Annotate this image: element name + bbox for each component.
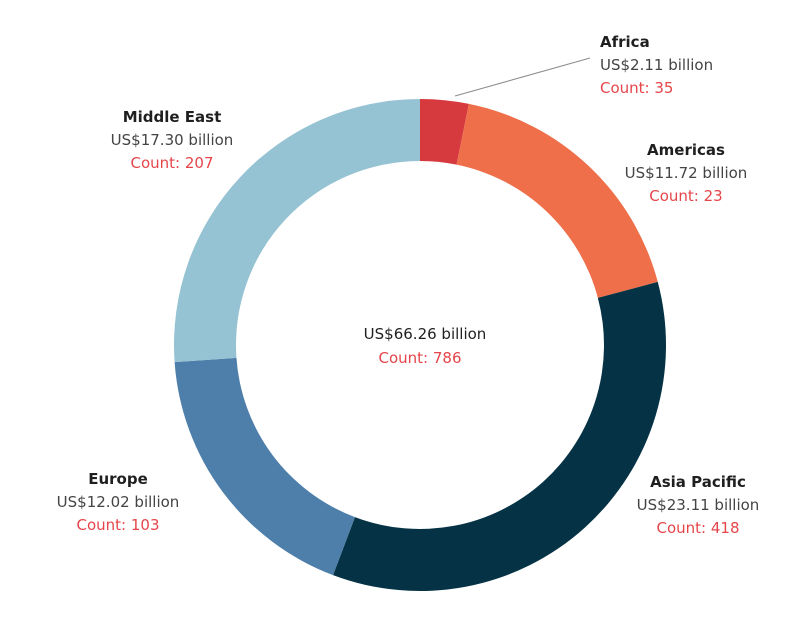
donut-slice-middle-east xyxy=(174,99,420,363)
label-europe: Europe US$12.02 billion Count: 103 xyxy=(57,470,180,534)
segment-name: Americas xyxy=(647,141,725,159)
label-africa: Africa US$2.11 billion Count: 35 xyxy=(600,33,713,97)
donut-slice-asia-pacific xyxy=(333,281,666,591)
segment-name: Middle East xyxy=(123,108,222,126)
center-count-label: Count: 786 xyxy=(379,349,462,367)
segment-amount: US$12.02 billion xyxy=(57,493,180,511)
center-label: US$66.26 billion Count: 786 xyxy=(364,325,487,367)
segment-count: Count: 23 xyxy=(649,187,722,205)
africa-leader-line xyxy=(454,57,591,97)
donut-slice-europe xyxy=(174,357,355,576)
segment-count: Count: 418 xyxy=(657,519,740,537)
label-asia-pacific: Asia Pacific US$23.11 billion Count: 418 xyxy=(637,473,760,537)
segment-amount: US$11.72 billion xyxy=(625,164,748,182)
segment-name: Africa xyxy=(600,33,650,51)
donut-slice-africa xyxy=(420,99,469,165)
center-amount-label: US$66.26 billion xyxy=(364,325,487,343)
segment-amount: US$2.11 billion xyxy=(600,56,713,74)
segment-count: Count: 35 xyxy=(600,79,673,97)
segment-amount: US$23.11 billion xyxy=(637,496,760,514)
segment-count: Count: 103 xyxy=(77,516,160,534)
segment-name: Europe xyxy=(88,470,148,488)
label-americas: Americas US$11.72 billion Count: 23 xyxy=(625,141,748,205)
segment-amount: US$17.30 billion xyxy=(111,131,234,149)
segment-count: Count: 207 xyxy=(131,154,214,172)
label-middle-east: Middle East US$17.30 billion Count: 207 xyxy=(111,108,234,172)
donut-slice-americas xyxy=(456,103,658,298)
donut-slices xyxy=(174,99,666,591)
segment-name: Asia Pacific xyxy=(650,473,746,491)
